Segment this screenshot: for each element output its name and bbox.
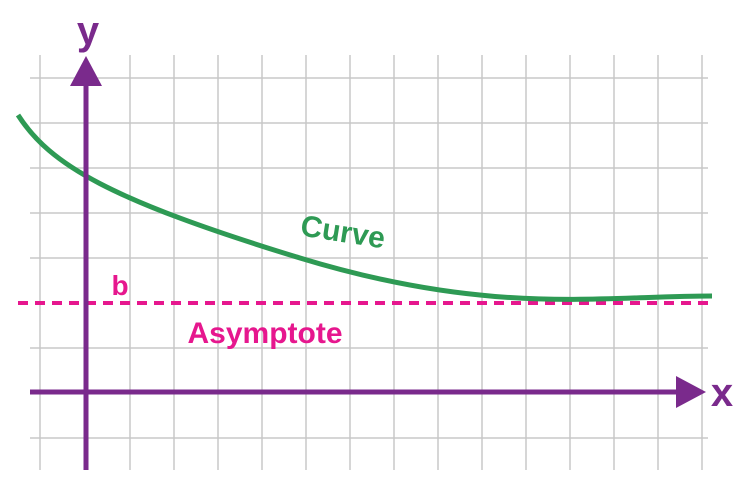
asymptote-label: Asymptote (187, 317, 342, 350)
curve (15, 113, 713, 302)
x-axis-arrow (676, 376, 706, 408)
y-axis-arrow (70, 56, 102, 86)
y-axis-label: y (77, 9, 100, 53)
grid (30, 55, 708, 470)
x-axis-label: x (711, 371, 733, 415)
curve-label: Curve (298, 210, 387, 256)
asymptote-value-label: b (111, 270, 128, 301)
